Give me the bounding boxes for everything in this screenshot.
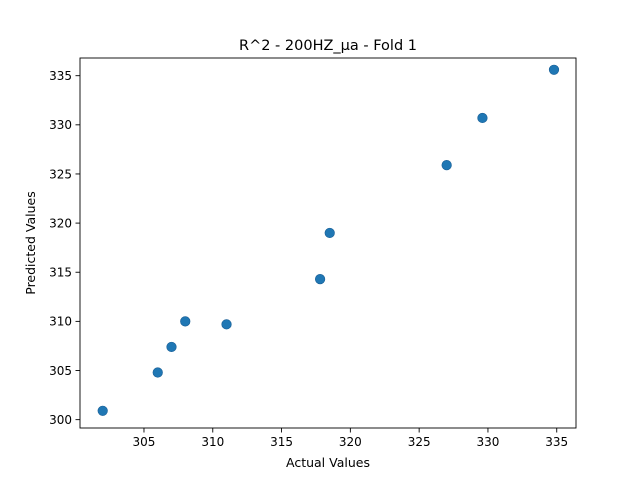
plot-area: 305 310 315 320 325 330 335 300 305 310 315 320 325… bbox=[49, 57, 577, 449]
axes-frame bbox=[79, 57, 577, 429]
chart-title: R^2 - 200HZ_μa - Fold 1 bbox=[239, 38, 417, 54]
data-point-6 bbox=[314, 274, 326, 285]
x-tick-label: 320 bbox=[339, 435, 362, 449]
y-tick-label: 310 bbox=[49, 315, 72, 329]
data-point-9 bbox=[477, 112, 488, 124]
y-tick-label: 325 bbox=[49, 167, 72, 181]
y-tick-label: 305 bbox=[49, 364, 72, 378]
x-tick-label: 325 bbox=[408, 435, 431, 449]
x-tick-label: 305 bbox=[133, 435, 156, 449]
y-tick-label: 330 bbox=[49, 118, 72, 132]
data-point-10 bbox=[548, 64, 560, 75]
data-point-7 bbox=[324, 227, 335, 239]
y-tick-label: 300 bbox=[49, 413, 72, 427]
data-points bbox=[97, 64, 560, 416]
x-axis-label: Actual Values bbox=[286, 455, 370, 470]
y-tick-label: 315 bbox=[49, 266, 72, 280]
data-point-4 bbox=[180, 316, 191, 327]
y-axis-ticks: 300 305 310 315 320 325 330 335 bbox=[49, 69, 80, 427]
data-point-2 bbox=[152, 367, 163, 378]
x-tick-label: 310 bbox=[201, 435, 224, 449]
y-tick-label: 335 bbox=[49, 69, 72, 83]
x-axis-ticks: 305 310 315 320 325 330 335 bbox=[133, 428, 568, 449]
y-tick-label: 320 bbox=[49, 216, 72, 230]
x-tick-label: 330 bbox=[476, 435, 499, 449]
x-tick-label: 335 bbox=[545, 435, 568, 449]
data-point-8 bbox=[441, 160, 452, 171]
x-tick-label: 315 bbox=[270, 435, 293, 449]
y-axis-label: Predicted Values bbox=[23, 191, 38, 295]
data-point-1 bbox=[97, 405, 108, 416]
data-point-3 bbox=[166, 341, 177, 353]
data-point-5 bbox=[221, 319, 232, 330]
